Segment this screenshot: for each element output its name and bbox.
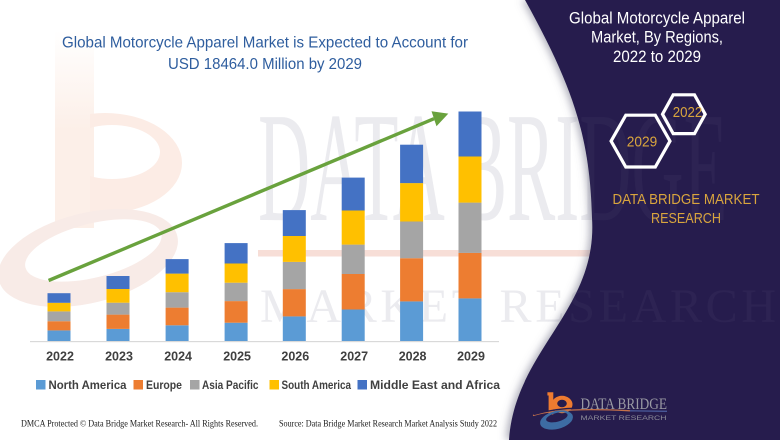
svg-text:Global Motorcycle Apparel Mark: Global Motorcycle Apparel Market is Expe…: [62, 35, 469, 52]
svg-text:South America: South America: [282, 378, 352, 392]
svg-text:2028: 2028: [399, 350, 427, 364]
svg-text:DMCA Protected © Data Bridge M: DMCA Protected © Data Bridge Market Rese…: [21, 419, 258, 430]
svg-text:Asia Pacific: Asia Pacific: [202, 378, 259, 392]
svg-text:Global Motorcycle Apparel: Global Motorcycle Apparel: [569, 9, 745, 27]
svg-text:2025: 2025: [223, 350, 251, 364]
svg-text:2022: 2022: [673, 104, 703, 121]
svg-text:DATA BRIDGE: DATA BRIDGE: [581, 396, 668, 413]
svg-text:MARKET RESEARCH: MARKET RESEARCH: [581, 415, 667, 422]
svg-text:DATA BRIDGE MARKET: DATA BRIDGE MARKET: [613, 192, 760, 208]
svg-text:RESEARCH: RESEARCH: [651, 211, 721, 227]
svg-text:2029: 2029: [627, 133, 658, 150]
svg-text:North America: North America: [49, 378, 127, 392]
svg-text:Middle East and Africa: Middle East and Africa: [370, 378, 500, 392]
svg-text:USD 18464.0 Million by 2029: USD 18464.0 Million by 2029: [168, 56, 362, 73]
svg-text:2023: 2023: [105, 350, 133, 364]
svg-text:2026: 2026: [281, 350, 309, 364]
svg-text:Market, By Regions,: Market, By Regions,: [591, 29, 723, 47]
svg-text:2024: 2024: [164, 350, 192, 364]
svg-text:Source: Data Bridge Market Res: Source: Data Bridge Market Research Mark…: [279, 420, 497, 430]
svg-text:2022: 2022: [46, 350, 74, 364]
svg-text:2022 to 2029: 2022 to 2029: [613, 48, 701, 66]
svg-text:2027: 2027: [340, 350, 368, 364]
svg-text:2029: 2029: [457, 350, 485, 364]
svg-text:Europe: Europe: [146, 378, 182, 392]
